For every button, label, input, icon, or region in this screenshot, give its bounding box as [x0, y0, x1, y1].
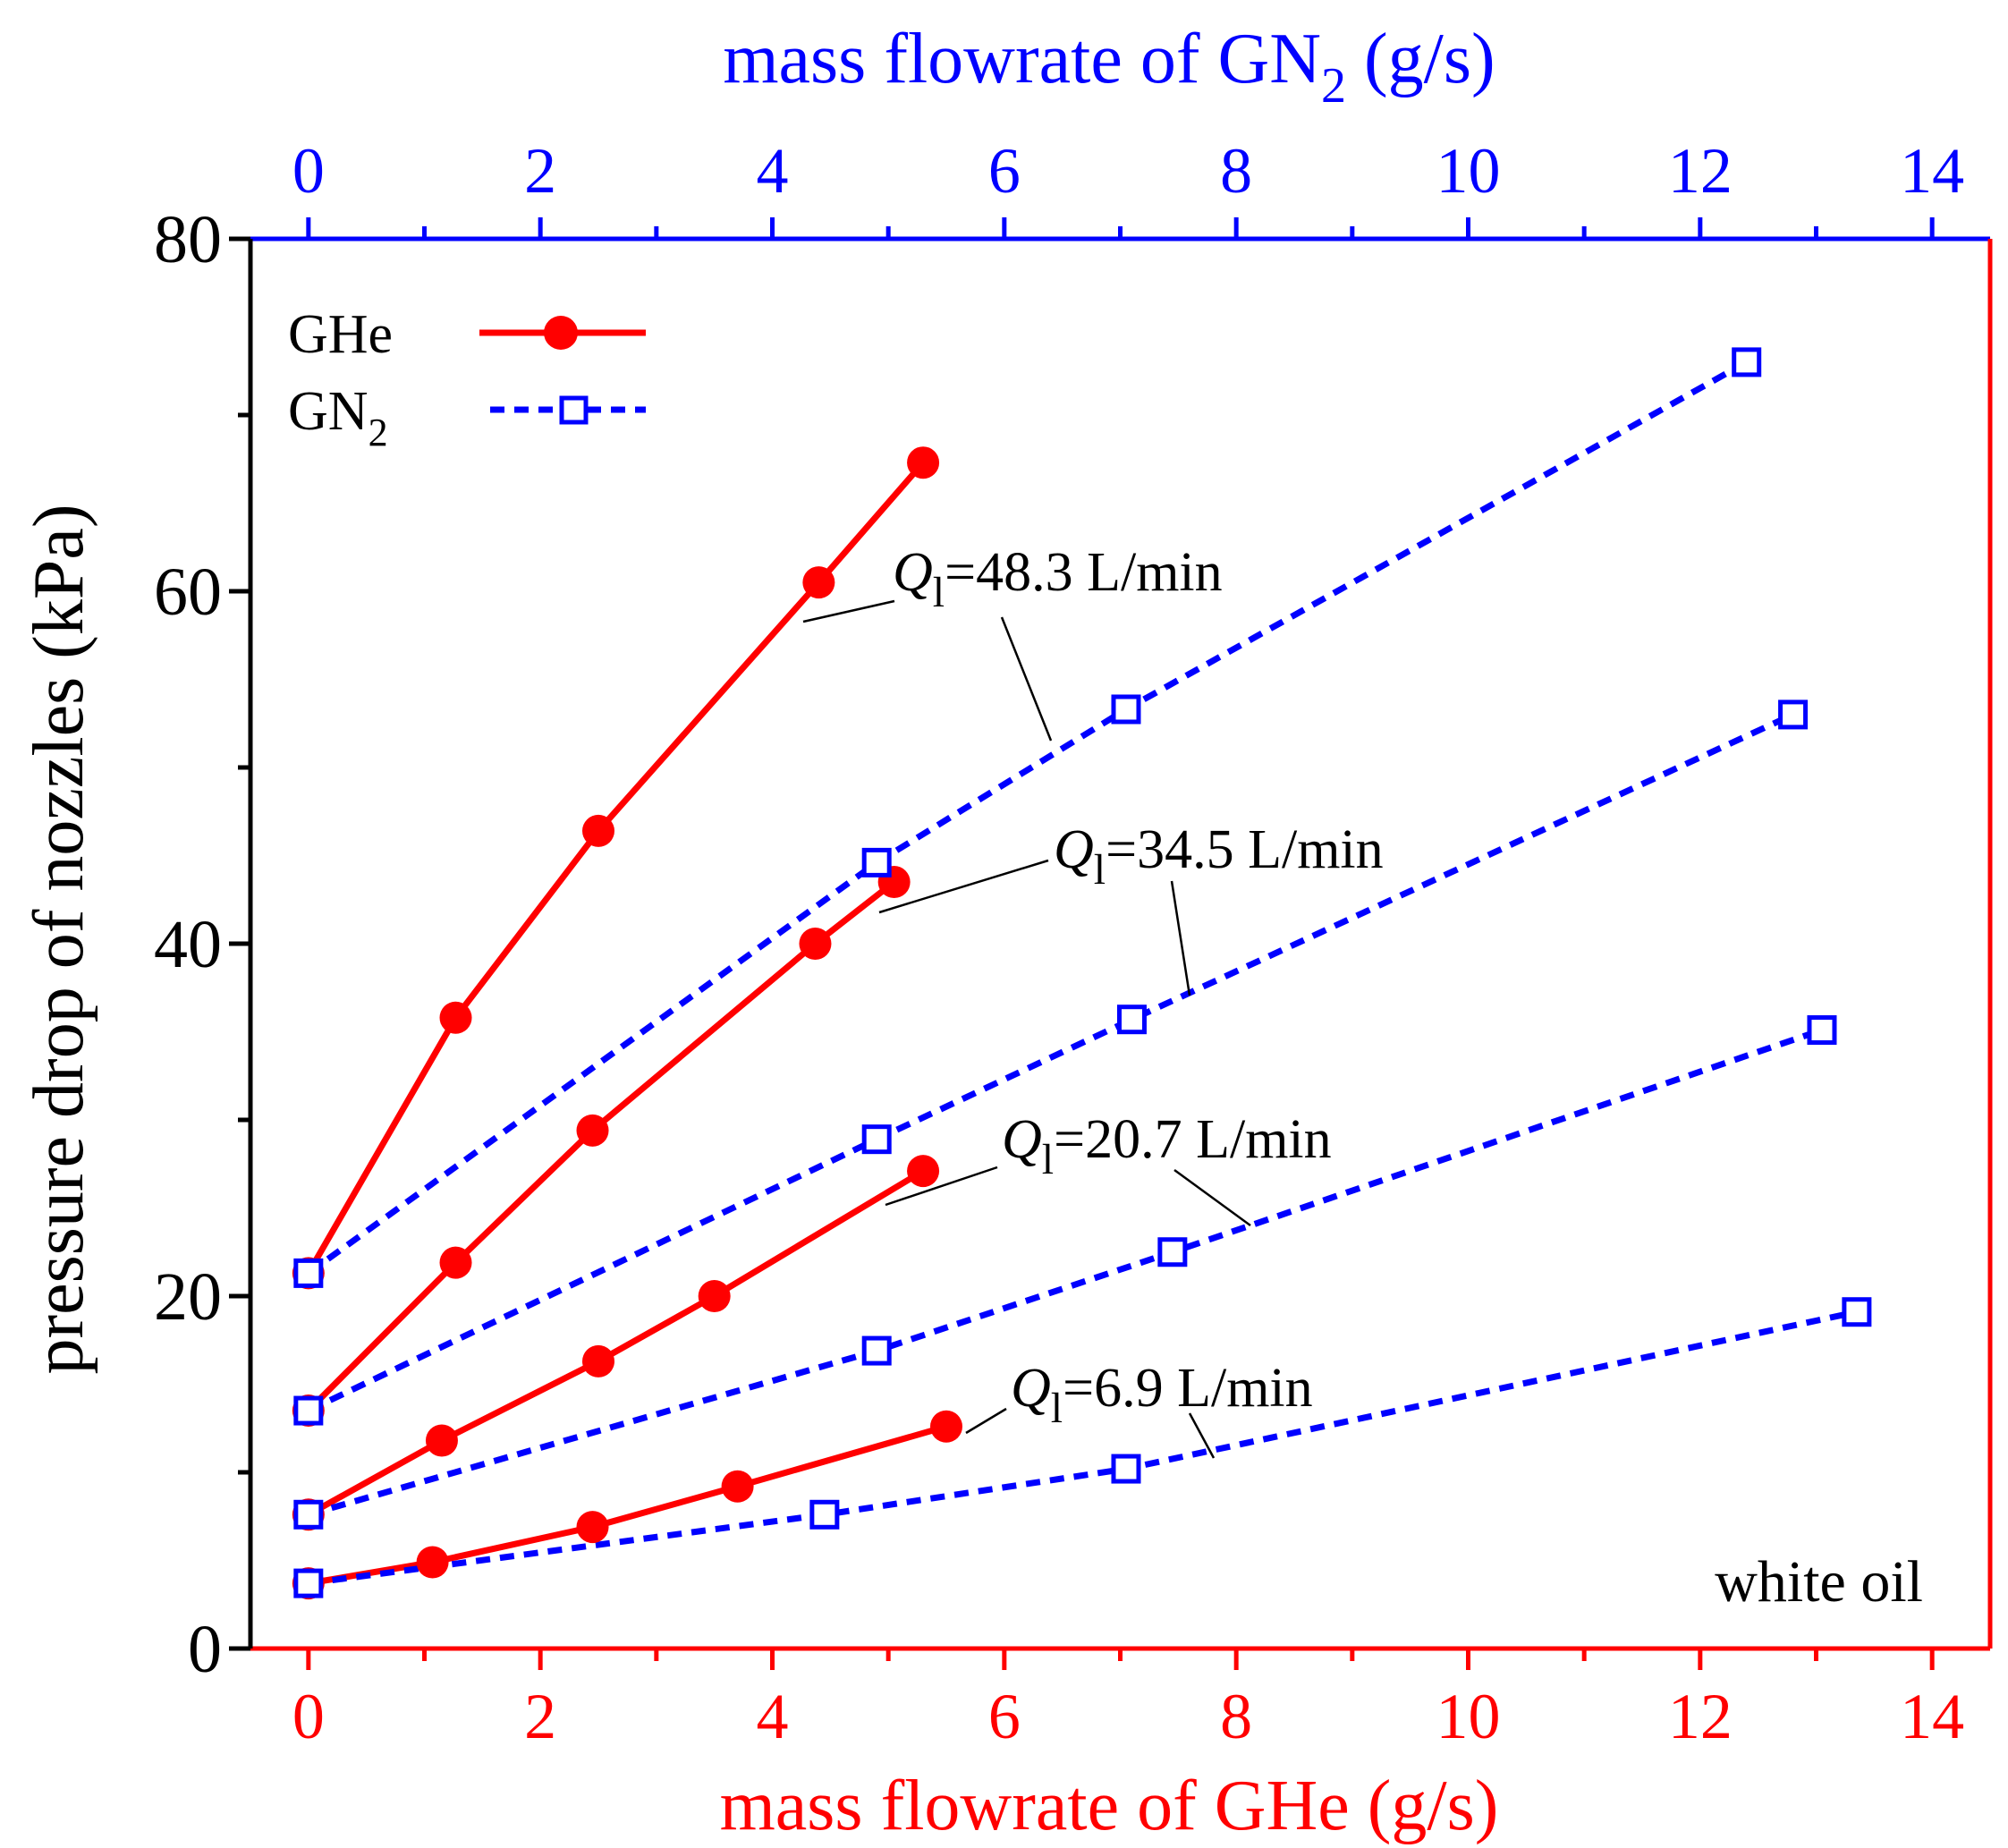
data-point-ghe [416, 1546, 449, 1579]
bottom-tick-label: 10 [1436, 1681, 1501, 1752]
data-point-ghe [576, 1511, 609, 1544]
bottom-tick-label: 12 [1668, 1681, 1733, 1752]
data-point-ghe [439, 1001, 472, 1034]
left-tick-label: 20 [154, 1259, 222, 1335]
leader-line [885, 1166, 998, 1207]
group-label-48-3: Ql=48.3 L/min [893, 542, 1223, 616]
data-point-ghe [439, 1246, 472, 1279]
data-point-ghe [907, 1155, 940, 1188]
top-tick-label: 12 [1668, 135, 1733, 207]
data-point-gn2 [1778, 699, 1809, 730]
data-point-gn2 [1732, 347, 1762, 377]
bottom-tick-label: 0 [292, 1681, 325, 1752]
data-point-gn2 [293, 1568, 324, 1598]
data-point-gn2 [1842, 1297, 1872, 1327]
data-point-gn2 [861, 847, 892, 877]
top-tick-label: 0 [292, 135, 325, 207]
data-point-gn2 [293, 1499, 324, 1530]
series-line-gn2-6 [307, 1027, 1824, 1518]
leader-line [878, 859, 1049, 914]
data-point-gn2 [809, 1499, 840, 1530]
leader-line [802, 599, 895, 623]
data-point-ghe [930, 1410, 962, 1443]
leader-line [1000, 616, 1053, 742]
group-label-6-9: Ql=6.9 L/min [1011, 1358, 1313, 1432]
data-point-ghe [425, 1424, 458, 1457]
data-point-ghe [802, 566, 835, 599]
data-point-ghe [799, 928, 832, 960]
data-point-gn2 [1111, 1454, 1141, 1484]
bottom-tick-label: 4 [757, 1681, 789, 1752]
data-point-gn2 [861, 1124, 892, 1155]
data-point-gn2 [1111, 694, 1141, 725]
leader-line [1173, 1168, 1251, 1227]
top-tick-label: 8 [1220, 135, 1252, 207]
left-tick-label: 40 [154, 907, 222, 982]
bottom-axis-title: mass flowrate of GHe (g/s) [720, 1767, 1499, 1845]
bottom-tick-label: 14 [1900, 1681, 1964, 1752]
plot-area [250, 239, 1990, 1649]
top-tick-label: 6 [988, 135, 1021, 207]
data-point-ghe [907, 446, 940, 479]
annotation-white-oil: white oil [1715, 1549, 1923, 1615]
data-point-gn2 [1807, 1015, 1837, 1046]
data-point-gn2 [861, 1335, 892, 1366]
data-point-ghe [582, 814, 614, 847]
left-tick-label: 80 [154, 202, 222, 277]
legend-label-gn2: GN2 [288, 381, 388, 454]
top-tick-label: 14 [1900, 135, 1964, 207]
series-line-gn2-4 [306, 359, 1749, 1276]
data-point-ghe [721, 1470, 754, 1503]
data-point-gn2 [293, 1395, 324, 1426]
bottom-tick-label: 8 [1220, 1681, 1252, 1752]
data-point-gn2 [293, 1258, 324, 1288]
data-point-gn2 [1116, 1005, 1147, 1035]
group-label-20-7: Ql=20.7 L/min [1002, 1109, 1332, 1183]
leader-line [1188, 1412, 1216, 1459]
bottom-tick-label: 2 [524, 1681, 556, 1752]
legend-marker-ghe [544, 316, 578, 350]
top-tick-label: 4 [757, 135, 789, 207]
bottom-tick-label: 6 [988, 1681, 1021, 1752]
data-point-ghe [576, 1114, 609, 1147]
legend: GHe GN2 [288, 304, 646, 454]
data-point-ghe [698, 1280, 731, 1312]
data-point-gn2 [1157, 1237, 1188, 1267]
left-tick-label: 60 [154, 555, 222, 630]
top-axis-title: mass flowrate of GN2 (g/s) [723, 20, 1495, 114]
top-tick-label: 10 [1436, 135, 1501, 207]
data-point-ghe [582, 1344, 614, 1378]
legend-label-ghe: GHe [288, 304, 393, 365]
series-line-gn2-5 [307, 711, 1795, 1414]
top-tick-label: 2 [524, 135, 556, 207]
left-tick-label: 0 [188, 1612, 222, 1687]
legend-marker-gn2 [559, 395, 589, 425]
group-label-34-5: Ql=34.5 L/min [1054, 819, 1384, 894]
leader-line [1170, 880, 1191, 996]
leader-line [965, 1407, 1007, 1435]
left-axis-title: pressure drop of nozzles (kPa) [20, 504, 98, 1374]
